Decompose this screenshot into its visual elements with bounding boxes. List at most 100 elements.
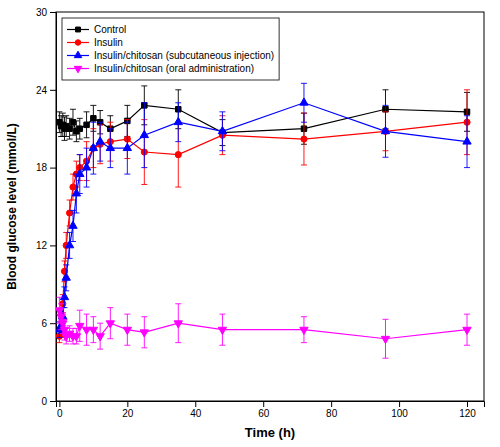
legend: Control Insulin Insulin/chitosan (subcutan… <box>62 18 279 80</box>
tick-mark <box>59 401 60 407</box>
marks <box>56 83 471 358</box>
tick-label: 100 <box>391 408 408 419</box>
legend-label: Insulin/chitosan (subcutaneous injection… <box>94 50 274 61</box>
tick-mark <box>50 90 56 91</box>
x-axis-line <box>57 402 485 408</box>
data-point <box>96 334 104 341</box>
x-tick: 0 <box>57 401 63 419</box>
x-tick: 100 <box>391 401 408 419</box>
tick-label: 120 <box>459 408 476 419</box>
error-bar <box>77 118 83 139</box>
data-point <box>106 321 114 328</box>
tick-label: 12 <box>36 240 48 251</box>
y-axis: 0 6 12 18 24 30 <box>36 7 57 407</box>
tick-mark <box>50 401 56 402</box>
data-point <box>60 292 68 299</box>
tick-mark <box>331 401 332 407</box>
legend-label: Insulin/chitosan (oral administration) <box>94 63 254 74</box>
y-tick: 0 <box>41 396 56 407</box>
tick-label: 30 <box>36 7 48 18</box>
tick-mark <box>399 401 400 407</box>
data-point <box>67 126 72 131</box>
data-point <box>65 241 73 248</box>
data-point <box>123 327 131 334</box>
legend-symbol <box>74 66 81 72</box>
x-axis-title: Time (h) <box>245 425 295 440</box>
series <box>56 90 470 343</box>
legend-item: Insulin/chitosan (oral administration) <box>67 63 254 74</box>
data-point <box>77 126 82 131</box>
legend-symbol <box>75 40 81 46</box>
tick-mark <box>263 401 264 407</box>
data-point <box>301 136 307 142</box>
data-point <box>381 126 389 133</box>
tick-mark <box>50 245 56 246</box>
data-point <box>140 330 148 337</box>
data-point <box>123 143 131 150</box>
chart: 0 20 40 60 80 100 120 0 6 12 18 24 30 Time (h) Blood g… <box>0 0 500 447</box>
y-tick: 12 <box>36 240 56 251</box>
legend-item: Control <box>67 24 126 35</box>
tick-label: 20 <box>122 408 134 419</box>
series-line <box>59 122 467 336</box>
y-tick: 6 <box>41 318 56 329</box>
tick-mark <box>467 401 468 407</box>
tick-label: 40 <box>190 408 202 419</box>
data-point <box>300 327 308 334</box>
data-point <box>175 152 181 158</box>
data-point <box>70 184 76 190</box>
data-point <box>381 336 389 343</box>
data-point <box>70 119 75 124</box>
data-point <box>106 143 114 150</box>
data-point <box>300 98 308 105</box>
y-tick: 24 <box>36 85 56 96</box>
data-point <box>84 122 89 127</box>
data-point <box>463 327 471 334</box>
tick-label: 0 <box>57 408 63 419</box>
error-bar <box>84 112 90 138</box>
series <box>56 83 471 337</box>
tick-mark <box>50 323 56 324</box>
tick-label: 80 <box>326 408 338 419</box>
data-point <box>140 130 148 137</box>
legend-label: Control <box>94 24 126 35</box>
data-point <box>91 116 96 121</box>
data-point <box>96 137 104 144</box>
y-axis-title: Blood glucose level (mmol/L) <box>5 123 19 290</box>
x-tick: 120 <box>459 401 476 419</box>
series-line <box>59 103 467 330</box>
tick-mark <box>50 168 56 169</box>
tick-label: 18 <box>36 162 48 173</box>
series <box>56 297 471 358</box>
tick-label: 24 <box>36 85 48 96</box>
plot-frame <box>56 12 484 401</box>
y-tick: 30 <box>36 7 56 18</box>
data-point <box>69 221 77 228</box>
legend-frame <box>62 18 279 80</box>
legend-symbol <box>74 51 81 57</box>
x-tick: 60 <box>258 401 270 419</box>
y-axis-line <box>50 13 57 402</box>
tick-label: 60 <box>258 408 270 419</box>
x-tick: 40 <box>190 401 202 419</box>
tick-label: 0 <box>41 396 47 407</box>
data-point <box>174 321 182 328</box>
y-tick: 18 <box>36 162 56 173</box>
data-point <box>82 163 90 170</box>
x-tick: 20 <box>122 401 134 419</box>
data-point <box>72 334 80 341</box>
data-point <box>218 126 226 133</box>
legend-item: Insulin/chitosan (subcutaneous injection… <box>67 50 274 61</box>
plot: 0 20 40 60 80 100 120 0 6 12 18 24 30 Time (h) Blood g… <box>5 7 485 440</box>
data-point <box>218 327 226 334</box>
data-point <box>62 273 70 280</box>
data-point <box>174 117 182 124</box>
x-tick: 80 <box>326 401 338 419</box>
data-point <box>72 189 80 196</box>
legend-label: Insulin <box>94 37 123 48</box>
tick-mark <box>195 401 196 407</box>
data-point <box>463 137 471 144</box>
legend-item: Insulin <box>67 37 123 48</box>
x-axis: 0 20 40 60 80 100 120 <box>57 401 485 419</box>
tick-mark <box>50 12 56 13</box>
